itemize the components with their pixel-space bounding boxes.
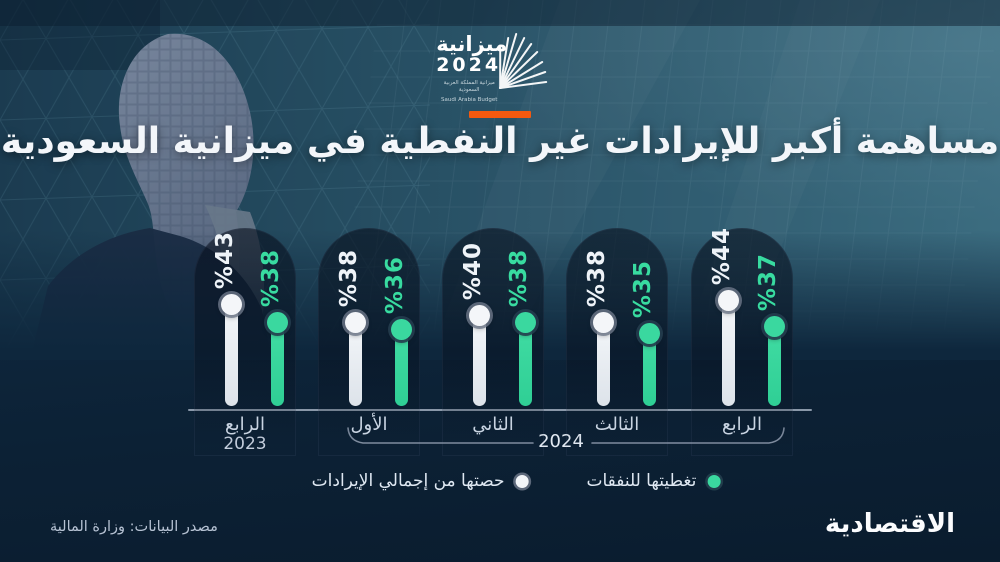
bar-value-label: %38 (506, 248, 532, 307)
expense-coverage-bar (394, 329, 408, 406)
revenue-share-bar (348, 322, 362, 406)
bar-value-label: %44 (709, 226, 735, 285)
legend-item-expense-coverage: تغطيتها للنفقات (586, 471, 721, 491)
white-dot-icon (515, 474, 529, 488)
bar-value-label: %38 (336, 248, 362, 307)
chart-group: %38 %35 الثالث (566, 228, 668, 460)
quarter-label: الثالث (594, 414, 640, 435)
bar-value-label: %43 (212, 230, 238, 289)
bar-value-label: %40 (460, 241, 486, 300)
logo-rays-icon (499, 33, 548, 89)
revenue-share-bar (596, 322, 610, 406)
logo-subtitle-en: Saudi Arabia Budget (440, 97, 498, 104)
bar-cap-circle (220, 293, 242, 315)
bar-cap-circle (344, 311, 366, 333)
bar-cap-circle (266, 311, 288, 333)
logo-subtitle-ar: ميزانية المملكة العربية السعودية (443, 79, 495, 93)
chart-group: %38 %36 الأول (318, 228, 420, 460)
bar-value-label: %37 (755, 252, 781, 311)
expense-coverage-bar (642, 333, 656, 406)
bar-cap-circle (390, 318, 412, 340)
legend-item-revenue-share: حصتها من إجمالي الإيرادات (312, 471, 529, 491)
budget-2024-logo: ميزانية 2024 ميزانية المملكة العربية الس… (436, 32, 548, 104)
bar-cap-circle (717, 289, 739, 311)
chart-legend: تغطيتها للنفقات حصتها من إجمالي الإيرادا… (312, 471, 721, 491)
revenue-share-bar (224, 304, 238, 406)
bar-cap-circle (592, 311, 614, 333)
revenue-share-bar (721, 300, 735, 406)
bar-value-label: %35 (630, 259, 656, 318)
aleqtisadiah-logo: الاقتصادية (824, 509, 955, 539)
bar-cap-circle (763, 315, 785, 337)
data-source: مصدر البيانات: وزارة المالية (50, 519, 218, 535)
bar-value-label: %38 (258, 248, 284, 307)
quarter-label: الرابع (721, 414, 762, 435)
logo-year: 2024 (436, 54, 502, 76)
accent-divider (469, 111, 531, 118)
bar-value-label: %36 (382, 255, 408, 314)
logo-title: ميزانية (436, 32, 508, 56)
chart-group: %40 %38 الثاني (442, 228, 544, 460)
chart-group: %43 %38 الرابع (194, 228, 296, 460)
bar-value-label: %38 (584, 248, 610, 307)
bar-cap-circle (514, 311, 536, 333)
chart-group: %44 %37 الرابع (691, 226, 793, 460)
quarter-label: الرابع (224, 414, 265, 435)
green-dot-icon (707, 474, 721, 488)
bar-cap-circle (638, 322, 660, 344)
revenue-share-bar (472, 315, 486, 406)
legend-label: حصتها من إجمالي الإيرادات (311, 471, 505, 491)
legend-label: تغطيتها للنفقات (586, 471, 697, 491)
page-title: مساهمة أكبر للإيرادات غير النفطية في ميز… (0, 121, 1000, 162)
expense-coverage-bar (518, 322, 532, 406)
expense-coverage-bar (767, 326, 781, 406)
bar-cap-circle (468, 304, 490, 326)
quarter-label: الأول (350, 414, 388, 435)
quarter-label: الثاني (472, 414, 514, 435)
expense-coverage-bar (270, 322, 284, 406)
